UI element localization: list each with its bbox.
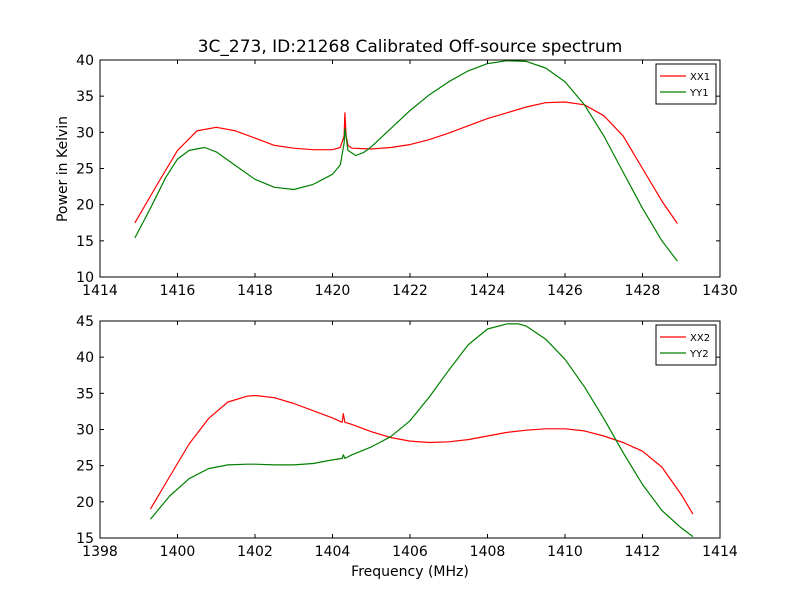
x-tick-label: 1400: [160, 544, 196, 560]
x-tick-label: 1406: [392, 544, 428, 560]
y-tick-label: 40: [76, 53, 94, 69]
chart-panel-1: 1414 1416 1418 1420 1422 1424 1426 1428 1430 10 15…: [76, 53, 738, 299]
x-tick-label: 1430: [702, 283, 738, 299]
x-tick-label: 1426: [547, 283, 583, 299]
legend-label-xx1: XX1: [690, 72, 710, 83]
series-line-yy1: [134, 60, 678, 262]
legend-box: [655, 324, 717, 366]
x-tick-label: 1408: [470, 544, 506, 560]
x-tick-label: 1412: [625, 544, 661, 560]
y-tick-label: 25: [76, 459, 94, 475]
x-tick-label: 1414: [82, 283, 118, 299]
legend-label-yy2: YY2: [689, 349, 709, 360]
y-tick-label: 15: [76, 234, 94, 250]
y-tick-label: 10: [76, 270, 94, 286]
y-tick-label: 20: [76, 495, 94, 511]
y-tick-label: 35: [76, 386, 94, 402]
x-axis-label: Frequency (MHz): [351, 564, 469, 580]
legend-box: [655, 63, 717, 105]
x-tick-label: 1410: [547, 544, 583, 560]
y-tick-label: 20: [76, 198, 94, 214]
series-line-xx1: [134, 101, 678, 224]
legend-label-xx2: XX2: [690, 333, 710, 344]
y-tick-label: 30: [76, 125, 94, 141]
x-tick-label: 1418: [237, 283, 273, 299]
legend-label-yy1: YY1: [689, 88, 709, 99]
x-tick-label: 1416: [160, 283, 196, 299]
x-tick-label: 1398: [82, 544, 118, 560]
x-tick-label: 1420: [315, 283, 351, 299]
series-line-xx2: [149, 394, 694, 515]
y-tick-label: 45: [76, 314, 94, 330]
chart-panel-2: 1398 1400 1402 1404 1406 1408 1410 1412 1414 15 20…: [76, 314, 738, 560]
y-tick-label: 30: [76, 423, 94, 439]
y-tick-label: 15: [76, 531, 94, 547]
x-tick-label: 1424: [470, 283, 506, 299]
chart-title: 3C_273, ID:21268 Calibrated Off-source s…: [198, 37, 623, 57]
x-tick-label: 1422: [392, 283, 428, 299]
y-tick-label: 40: [76, 350, 94, 366]
y-axis-label: Power in Kelvin: [55, 116, 71, 222]
x-tick-label: 1414: [702, 544, 738, 560]
y-tick-label: 25: [76, 162, 94, 178]
series-line-yy2: [149, 323, 694, 538]
x-tick-label: 1404: [315, 544, 351, 560]
x-tick-label: 1402: [237, 544, 273, 560]
x-tick-label: 1428: [625, 283, 661, 299]
y-tick-label: 35: [76, 89, 94, 105]
